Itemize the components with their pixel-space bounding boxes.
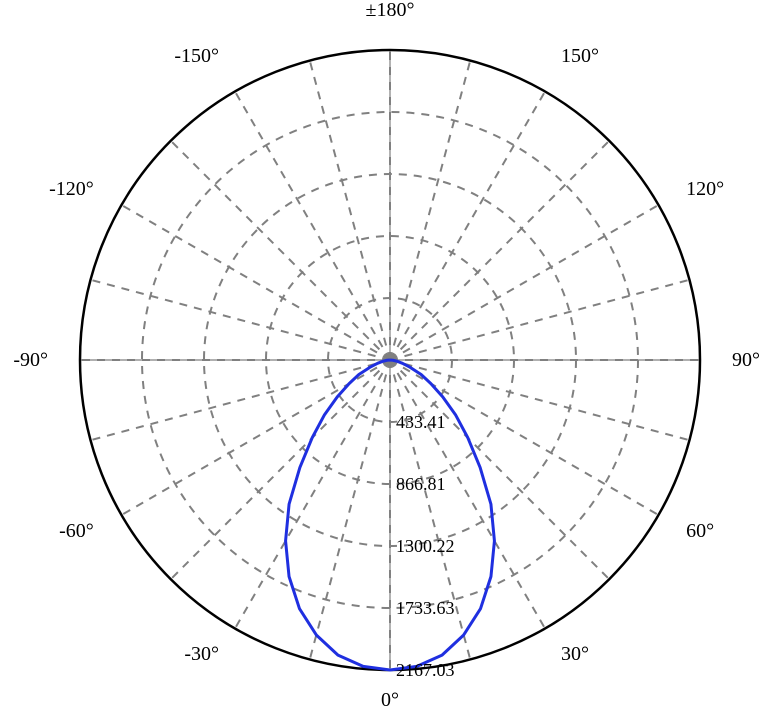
angle-label: ±180° [366, 0, 415, 21]
polar-spoke [171, 360, 390, 579]
ring-label: 866.81 [396, 474, 446, 494]
polar-spoke [390, 61, 470, 360]
angle-label: -60° [59, 520, 94, 542]
polar-chart: 433.41 866.81 1300.22 1733.63 2167.03 ±180° 1… [0, 0, 781, 720]
polar-spoke [390, 141, 609, 360]
ring-labels: 433.41 866.81 1300.22 1733.63 2167.03 [396, 412, 455, 680]
ring-label: 1300.22 [396, 536, 455, 556]
polar-spoke [390, 205, 658, 360]
angle-label: -120° [49, 178, 94, 200]
angle-label: -30° [184, 643, 219, 665]
angle-label: -150° [174, 45, 219, 67]
angle-label: -90° [13, 349, 48, 371]
angle-label: 0° [381, 689, 399, 711]
polar-spoke [122, 205, 390, 360]
polar-spoke [310, 360, 390, 659]
ring-label: 1733.63 [396, 598, 455, 618]
polar-spoke [91, 280, 390, 360]
ring-label: 433.41 [396, 412, 446, 432]
polar-spoke [390, 92, 545, 360]
angle-label: 30° [561, 643, 589, 665]
angle-label: 120° [686, 178, 724, 200]
angle-label: 90° [732, 349, 760, 371]
polar-spoke [310, 61, 390, 360]
ring-label: 2167.03 [396, 660, 455, 680]
angle-label: 150° [561, 45, 599, 67]
polar-spoke [91, 360, 390, 440]
polar-spoke [235, 92, 390, 360]
polar-spoke [390, 280, 689, 360]
angle-label: 60° [686, 520, 714, 542]
polar-spoke [390, 360, 545, 628]
polar-spoke [235, 360, 390, 628]
polar-spoke [171, 141, 390, 360]
